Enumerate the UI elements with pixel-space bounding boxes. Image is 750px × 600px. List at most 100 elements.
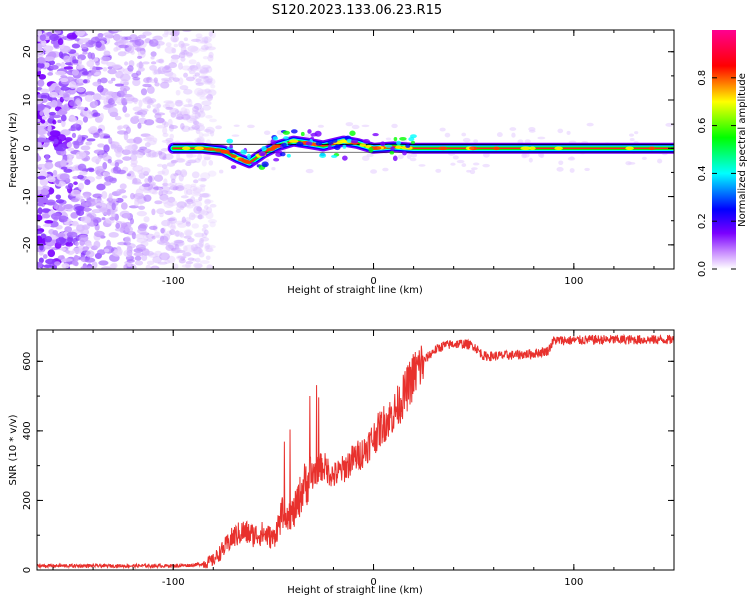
ridge-blob bbox=[296, 141, 304, 147]
noise-blob bbox=[169, 133, 175, 140]
noise-blob bbox=[180, 56, 186, 62]
noise-blob bbox=[200, 40, 208, 44]
noise-blob bbox=[44, 62, 50, 68]
noise-blob bbox=[52, 229, 59, 236]
noise-blob bbox=[181, 65, 191, 71]
noise-blob bbox=[191, 246, 202, 255]
noise-blob bbox=[165, 242, 171, 247]
noise-blob bbox=[202, 133, 210, 137]
noise-blob bbox=[194, 108, 205, 115]
noise-blob bbox=[61, 119, 66, 128]
noise-blob bbox=[196, 91, 206, 98]
noise-blob bbox=[206, 206, 213, 214]
noise-blob bbox=[204, 46, 216, 51]
noise-blob bbox=[129, 218, 135, 225]
noise-blob bbox=[180, 50, 190, 56]
noise-blob bbox=[85, 250, 95, 258]
noise-blob bbox=[305, 168, 314, 174]
noise-blob bbox=[125, 126, 131, 135]
noise-blob bbox=[172, 186, 178, 191]
noise-blob bbox=[185, 216, 191, 225]
noise-blob bbox=[138, 66, 145, 72]
noise-blob bbox=[52, 169, 58, 176]
snr-x-ticks: -100 0 100 bbox=[52, 330, 655, 588]
noise-blob bbox=[64, 137, 73, 142]
noise-blob bbox=[203, 36, 209, 44]
noise-blob bbox=[158, 58, 165, 64]
noise-blob bbox=[203, 128, 212, 133]
noise-blob bbox=[173, 43, 179, 48]
ridge-hotspot bbox=[237, 157, 245, 162]
ridge-blob bbox=[281, 142, 287, 147]
noise-blob bbox=[70, 221, 76, 226]
noise-blob bbox=[131, 181, 143, 185]
noise-blob bbox=[199, 184, 206, 188]
noise-blob bbox=[205, 66, 213, 73]
noise-blob bbox=[45, 199, 56, 206]
noise-blob bbox=[116, 144, 123, 153]
noise-blob bbox=[69, 81, 77, 89]
noise-blob bbox=[204, 199, 214, 204]
noise-blob bbox=[200, 185, 206, 192]
ridge-blob bbox=[408, 137, 415, 142]
noise-blob bbox=[124, 95, 135, 102]
noise-blob bbox=[175, 157, 185, 163]
noise-blob bbox=[164, 210, 174, 216]
noise-blob bbox=[113, 47, 119, 52]
noise-blob bbox=[170, 54, 181, 60]
noise-blob bbox=[79, 239, 85, 246]
noise-blob bbox=[174, 239, 185, 247]
noise-blob bbox=[186, 237, 195, 243]
ridge-hotspot bbox=[271, 144, 282, 148]
x-tick-label: -100 bbox=[162, 577, 185, 588]
noise-blob bbox=[146, 238, 153, 242]
noise-blob bbox=[193, 246, 203, 255]
ridge-blob bbox=[346, 138, 352, 144]
ridge-blob bbox=[380, 141, 386, 147]
noise-blob bbox=[146, 260, 155, 265]
noise-blob bbox=[97, 154, 104, 159]
noise-blob bbox=[107, 66, 113, 70]
ridge-blob bbox=[283, 136, 289, 140]
noise-blob bbox=[180, 257, 186, 261]
noise-blob bbox=[93, 149, 105, 154]
ridge-blob bbox=[272, 136, 279, 141]
noise-blob bbox=[187, 98, 193, 107]
noise-blob bbox=[139, 223, 148, 229]
noise-blob bbox=[68, 116, 77, 123]
noise-blob bbox=[202, 223, 209, 229]
noise-blob bbox=[509, 127, 517, 131]
noise-blob bbox=[159, 252, 170, 261]
noise-blob bbox=[162, 198, 168, 205]
noise-blob bbox=[72, 247, 83, 254]
ridge-blob bbox=[226, 138, 234, 144]
noise-blob bbox=[208, 31, 213, 37]
noise-blob bbox=[55, 233, 66, 238]
noise-blob bbox=[44, 56, 55, 62]
noise-blob bbox=[175, 206, 182, 211]
x-tick-label: 100 bbox=[564, 577, 583, 588]
noise-blob bbox=[77, 134, 82, 143]
colorbar-tick-label: 0.2 bbox=[697, 213, 708, 229]
noise-blob bbox=[93, 132, 100, 138]
noise-blob bbox=[185, 188, 193, 195]
noise-blob bbox=[160, 227, 165, 234]
noise-blob bbox=[199, 193, 210, 198]
noise-blob bbox=[135, 188, 144, 196]
noise-blob bbox=[178, 52, 186, 59]
noise-blob bbox=[174, 182, 184, 189]
noise-blob bbox=[142, 31, 152, 36]
noise-blob bbox=[53, 138, 59, 145]
noise-blob bbox=[193, 262, 203, 269]
noise-blob bbox=[115, 150, 122, 158]
ridge-hotspot bbox=[371, 146, 382, 150]
ridge-blob bbox=[385, 144, 393, 148]
noise-blob bbox=[207, 89, 217, 96]
noise-blob bbox=[152, 266, 158, 269]
ridge-blob bbox=[342, 155, 348, 161]
noise-blob bbox=[166, 183, 174, 187]
noise-blob bbox=[87, 127, 98, 133]
noise-blob bbox=[119, 183, 127, 190]
noise-blob bbox=[47, 124, 52, 132]
